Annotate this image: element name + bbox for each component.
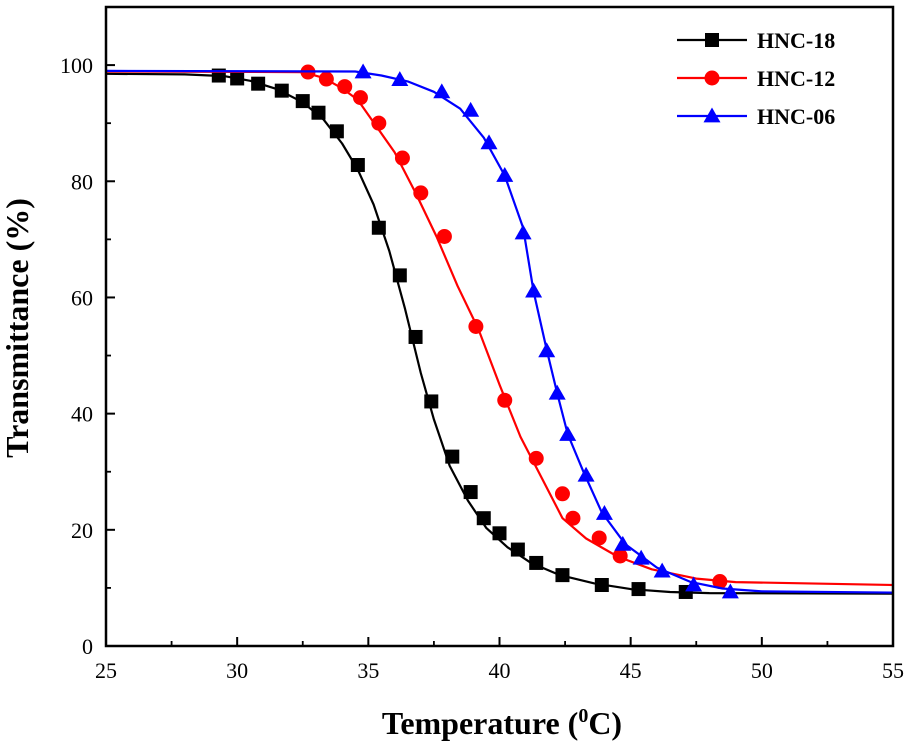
- x-axis-title: Temperature (0C): [382, 705, 622, 741]
- data-point-hnc-06-5: [496, 166, 514, 182]
- data-point-hnc-18-10: [408, 329, 423, 344]
- legend-item-hnc-06: HNC-06: [677, 104, 835, 129]
- data-point-hnc-12-14: [612, 548, 628, 564]
- x-tick-label-50: 50: [751, 658, 773, 683]
- data-point-hnc-12-8: [468, 319, 484, 334]
- x-tick-label-55: 55: [882, 658, 904, 683]
- y-tick-label-20: 20: [71, 518, 93, 543]
- data-point-hnc-06-10: [559, 426, 577, 441]
- data-point-hnc-06-0: [354, 63, 372, 79]
- x-tick-label-25: 25: [95, 658, 117, 683]
- x-tick-label-45: 45: [620, 658, 642, 683]
- data-point-hnc-06-14: [632, 549, 650, 565]
- y-tick-label-40: 40: [71, 402, 93, 427]
- legend-item-hnc-18: HNC-18: [677, 28, 835, 53]
- data-point-hnc-06-7: [525, 282, 543, 298]
- y-tick-label-60: 60: [71, 285, 93, 310]
- legend-label-hnc-12: HNC-12: [757, 66, 835, 91]
- legend-marker-hnc-12: [704, 70, 720, 86]
- y-tick-label-0: 0: [82, 634, 93, 659]
- data-point-hnc-12-2: [337, 79, 353, 95]
- data-point-hnc-18-2: [251, 76, 266, 91]
- data-point-hnc-18-4: [295, 94, 310, 109]
- data-point-hnc-12-5: [394, 150, 410, 166]
- data-point-hnc-06-1: [391, 71, 409, 86]
- x-axis-title-superscript: 0: [578, 705, 588, 727]
- legend-label-hnc-18: HNC-18: [757, 28, 835, 53]
- data-point-hnc-18-1: [230, 71, 245, 86]
- data-point-hnc-06-16: [685, 576, 703, 592]
- x-axis-title-main: Temperature (: [382, 705, 578, 741]
- data-point-hnc-12-10: [528, 450, 544, 466]
- data-point-hnc-18-19: [594, 578, 609, 593]
- data-point-hnc-06-17: [721, 583, 739, 599]
- legend-label-hnc-06: HNC-06: [757, 104, 835, 129]
- data-point-hnc-12-9: [497, 392, 513, 408]
- legend-item-hnc-12: HNC-12: [677, 66, 835, 91]
- data-point-hnc-12-12: [565, 510, 581, 526]
- y-tick-label-80: 80: [71, 169, 93, 194]
- data-point-hnc-06-8: [538, 342, 556, 358]
- data-point-hnc-18-13: [463, 485, 478, 500]
- data-point-hnc-12-11: [554, 486, 570, 502]
- data-point-hnc-18-9: [392, 268, 407, 283]
- series-hnc-06: [105, 63, 894, 599]
- x-tick-label-35: 35: [357, 658, 379, 683]
- data-point-hnc-18-5: [311, 105, 326, 120]
- data-point-hnc-18-7: [350, 158, 365, 173]
- data-point-hnc-12-7: [436, 228, 452, 244]
- data-point-hnc-18-17: [529, 555, 544, 570]
- data-point-hnc-06-15: [653, 562, 671, 578]
- data-point-hnc-06-4: [480, 134, 498, 150]
- data-point-hnc-06-12: [595, 505, 613, 520]
- data-point-hnc-18-14: [476, 511, 491, 526]
- data-point-hnc-12-1: [318, 71, 334, 87]
- legend: HNC-18 HNC-12 HNC-06: [677, 28, 835, 129]
- data-point-hnc-12-13: [591, 530, 607, 546]
- data-point-hnc-18-15: [492, 526, 507, 541]
- data-point-hnc-06-2: [433, 83, 451, 99]
- y-tick-label-100: 100: [60, 53, 93, 78]
- data-point-hnc-12-4: [371, 115, 387, 131]
- data-point-hnc-06-3: [462, 101, 480, 117]
- data-point-hnc-06-13: [614, 535, 632, 551]
- data-point-hnc-06-11: [577, 466, 595, 482]
- series-layer: [105, 63, 894, 599]
- data-point-hnc-06-9: [548, 384, 566, 400]
- data-point-hnc-18-3: [274, 83, 289, 98]
- legend-marker-hnc-06: [703, 107, 721, 123]
- data-point-hnc-18-16: [510, 542, 525, 557]
- data-point-hnc-18-20: [631, 582, 646, 597]
- plot-area: [106, 7, 893, 646]
- x-axis-title-end: C): [588, 705, 622, 741]
- data-point-hnc-18-12: [445, 449, 460, 464]
- data-point-hnc-18-6: [329, 124, 344, 139]
- data-point-hnc-18-8: [371, 220, 386, 235]
- data-point-hnc-18-18: [555, 568, 570, 583]
- y-axis-title: Transmittance (%): [0, 198, 35, 458]
- data-point-hnc-06-6: [514, 224, 532, 240]
- x-tick-label-40: 40: [489, 658, 511, 683]
- data-point-hnc-12-6: [413, 185, 429, 201]
- plot-background: [106, 7, 893, 646]
- data-point-hnc-12-3: [352, 90, 368, 106]
- series-hnc-18: [105, 68, 894, 599]
- data-point-hnc-18-11: [424, 394, 439, 409]
- legend-marker-hnc-18: [705, 33, 719, 47]
- axes-layer: 25 30 35 40 45 50 55 0 20 40 60 80 100: [60, 5, 904, 683]
- x-tick-label-30: 30: [226, 658, 248, 683]
- data-point-hnc-12-15: [712, 574, 728, 590]
